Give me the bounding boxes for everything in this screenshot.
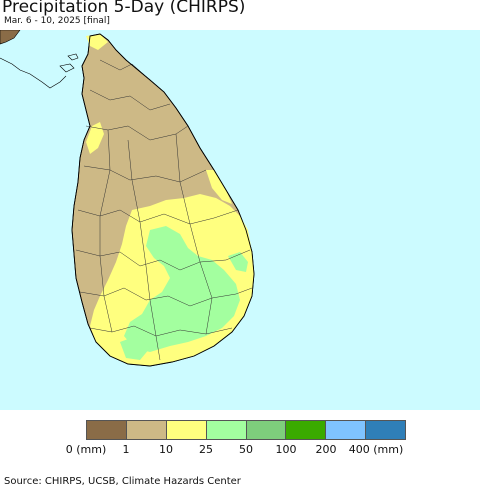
legend-swatch-400-plus: [366, 421, 405, 439]
legend-swatch-100-200: [286, 421, 327, 439]
precipitation-map: [0, 30, 480, 410]
district-boundaries: [75, 59, 253, 361]
legend-swatch-1-10: [126, 421, 167, 439]
island: [59, 63, 75, 73]
map-subtitle: Mar. 6 - 10, 2025 [final]: [4, 16, 110, 26]
rain-zone-10-25mm-ne: [86, 34, 108, 50]
map-title: Precipitation 5-Day (CHIRPS): [2, 0, 246, 17]
india-landmass: [0, 30, 21, 45]
legend-tick-label: 0 (mm): [65, 443, 107, 456]
legend-tick-label: 10: [159, 443, 173, 456]
legend-swatch-10-25: [166, 421, 207, 439]
legend-tick-label: 25: [199, 443, 213, 456]
legend-tick-label: 200: [315, 443, 337, 456]
rain-zone-25-50mm-south: [120, 336, 150, 360]
rain-zone-10-25mm-north: [86, 122, 104, 154]
legend-tick-label: 100: [275, 443, 297, 456]
legend-tick-label: 400 (mm): [348, 443, 404, 456]
rain-zone-10-25mm-east: [206, 170, 232, 204]
source-credit: Source: CHIRPS, UCSB, Climate Hazards Ce…: [4, 476, 241, 487]
legend-colorbar: [86, 420, 406, 440]
island: [67, 53, 79, 61]
legend-swatch-0-1: [87, 421, 127, 439]
sri-lanka-coastline: [71, 33, 255, 367]
legend-swatch-25-50: [206, 421, 247, 439]
legend-tick-label: 1: [122, 443, 130, 456]
rain-zone-25-50mm: [124, 226, 240, 352]
legend-swatch-200-400: [326, 421, 367, 439]
india-coast: [0, 57, 67, 89]
legend-swatch-50-100: [246, 421, 287, 439]
legend-tick-label: 50: [239, 443, 253, 456]
